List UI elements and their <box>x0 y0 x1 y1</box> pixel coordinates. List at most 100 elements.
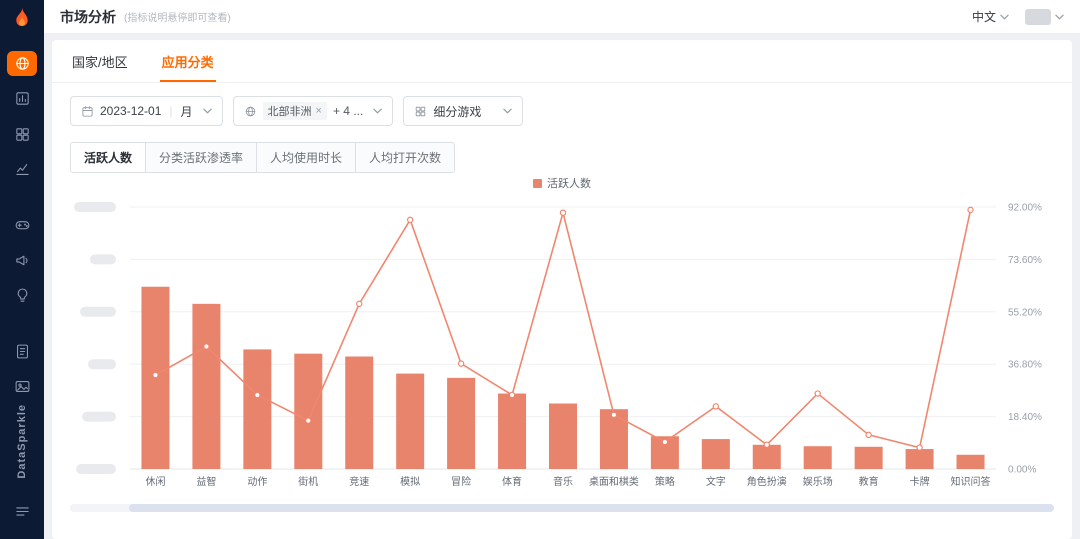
analysis-card: 国家/地区 应用分类 2023-12-01 | 月 <box>52 40 1072 539</box>
page-tabs: 国家/地区 应用分类 <box>52 40 1072 83</box>
chevron-down-icon <box>1000 14 1009 19</box>
y-tick-label: 0.00% <box>1008 465 1036 476</box>
line-point-模拟[interactable] <box>406 216 414 224</box>
x-axis-label: 角色扮演 <box>747 475 787 488</box>
line-point-桌面和棋类[interactable] <box>610 411 618 419</box>
line-point-知识问答[interactable] <box>967 206 974 214</box>
x-axis-label: 街机 <box>298 475 318 488</box>
bar-知识问答[interactable] <box>956 454 985 469</box>
category-selector[interactable]: 细分游戏 <box>403 96 524 126</box>
y-tick-label: 36.80% <box>1008 360 1042 371</box>
datasparkle-logo[interactable] <box>0 0 44 36</box>
legend-swatch <box>533 178 542 188</box>
nav-trends[interactable] <box>7 157 37 182</box>
region-more-count: + 4 ... <box>332 104 364 118</box>
line-point-策略[interactable] <box>661 438 669 446</box>
flame-icon <box>16 7 28 26</box>
filter-row: 2023-12-01 | 月 北部非洲 × + 4 ... <box>52 83 1072 130</box>
line-point-冒险[interactable] <box>457 360 465 367</box>
region-selector[interactable]: 北部非洲 × + 4 ... <box>232 96 394 126</box>
line-point-体育[interactable] <box>508 391 516 399</box>
date-picker[interactable]: 2023-12-01 | 月 <box>70 96 223 126</box>
line-point-教育[interactable] <box>865 431 872 439</box>
metric-tab-penetration[interactable]: 分类活跃渗透率 <box>145 143 257 172</box>
menu-icon <box>15 506 29 516</box>
chevron-down-icon <box>373 108 383 114</box>
redacted-left-axis-labels <box>74 202 116 474</box>
line-point-动作[interactable] <box>254 391 261 399</box>
tab-country-region[interactable]: 国家/地区 <box>72 55 128 70</box>
calendar-icon <box>82 105 93 117</box>
bar-街机[interactable] <box>294 353 323 469</box>
top-header: 市场分析 (指标说明悬停即可查看) 中文 <box>44 0 1080 34</box>
bar-体育[interactable] <box>498 393 527 469</box>
line-point-角色扮演[interactable] <box>763 441 770 448</box>
nav-categories[interactable] <box>7 121 37 146</box>
metric-tab-duration[interactable]: 人均使用时长 <box>256 143 356 172</box>
nav-media[interactable] <box>7 374 37 399</box>
category-grid-icon <box>15 127 29 141</box>
nav-games[interactable] <box>7 212 37 237</box>
x-axis-label: 冒险 <box>451 475 471 488</box>
nav-insights[interactable] <box>7 283 37 308</box>
bar-桌面和棋类[interactable] <box>599 409 628 469</box>
remove-tag-icon[interactable]: × <box>315 105 322 117</box>
bar-文字[interactable] <box>701 439 730 469</box>
bar-角色扮演[interactable] <box>752 444 781 469</box>
date-granularity[interactable]: 月 <box>180 104 193 119</box>
globe-market-icon <box>15 57 29 70</box>
chevron-down-icon <box>503 108 513 114</box>
bar-卡牌[interactable] <box>905 449 934 469</box>
x-axis-label: 策略 <box>655 475 675 488</box>
line-point-文字[interactable] <box>712 403 720 410</box>
line-point-休闲[interactable] <box>152 371 159 379</box>
nav-marketing[interactable] <box>7 248 37 273</box>
account-menu[interactable] <box>1025 8 1064 25</box>
bar-娱乐场[interactable] <box>803 446 832 469</box>
bar-音乐[interactable] <box>548 403 578 470</box>
bar-series <box>141 286 985 470</box>
language-label: 中文 <box>971 10 996 24</box>
metric-tab-active-users[interactable]: 活跃人数 <box>71 143 146 172</box>
grid-icon <box>416 106 426 116</box>
page-title: 市场分析 <box>60 8 116 25</box>
line-point-益智[interactable] <box>203 343 210 350</box>
tab-app-category[interactable]: 应用分类 <box>159 40 216 82</box>
y-tick-label: 18.40% <box>1008 412 1042 423</box>
category-bar-line-chart[interactable]: 0.00% 18.40% 36.80% 55.20% 73.60% 92.00% 休闲 益智 动… <box>64 193 1060 495</box>
x-axis-label: 模拟 <box>400 475 420 488</box>
nav-reports[interactable] <box>7 339 37 364</box>
avatar <box>1025 8 1051 25</box>
scrollbar-thumb[interactable] <box>129 504 1054 512</box>
gamepad-icon <box>15 221 29 230</box>
x-axis-label: 音乐 <box>553 475 573 488</box>
chevron-down-icon <box>202 108 212 114</box>
line-point-街机[interactable] <box>305 417 312 424</box>
x-axis-label: 动作 <box>247 476 267 488</box>
chart-wrap: 0.00% 18.40% 36.80% 55.20% 73.60% 92.00% 休闲 益智 动… <box>52 191 1072 500</box>
x-axis-labels: 休闲 益智 动作 街机 竞速 模拟 冒险 体育 音乐 桌面和棋类 策略 文字 角色扮演 娱乐场 教育 卡牌 知识… <box>145 475 990 488</box>
bar-模拟[interactable] <box>396 373 425 469</box>
nav-market-analysis[interactable] <box>7 50 37 77</box>
sidebar: DataSparkle <box>0 0 44 539</box>
region-tag: 北部非洲 × <box>262 102 327 120</box>
line-point-卡牌[interactable] <box>916 444 923 451</box>
collapse-menu-button[interactable] <box>7 496 37 526</box>
bar-动作[interactable] <box>243 349 272 469</box>
metric-tab-open-count[interactable]: 人均打开次数 <box>355 143 455 172</box>
line-series <box>152 206 974 451</box>
language-selector[interactable]: 中文 <box>972 8 1009 25</box>
nav-app-analysis[interactable] <box>7 86 37 111</box>
chevron-down-icon <box>1055 14 1064 19</box>
bar-益智[interactable] <box>192 303 221 469</box>
y-tick-label: 92.00% <box>1008 203 1042 214</box>
line-point-竞速[interactable] <box>356 300 363 308</box>
megaphone-icon <box>15 255 28 266</box>
bar-教育[interactable] <box>854 446 883 469</box>
y-tick-label: 55.20% <box>1008 307 1042 318</box>
line-point-娱乐场[interactable] <box>814 390 821 397</box>
bar-冒险[interactable] <box>447 377 476 469</box>
bar-竞速[interactable] <box>345 356 374 469</box>
chart-legend[interactable]: 活跃人数 <box>52 175 1072 191</box>
line-point-音乐[interactable] <box>559 209 567 216</box>
